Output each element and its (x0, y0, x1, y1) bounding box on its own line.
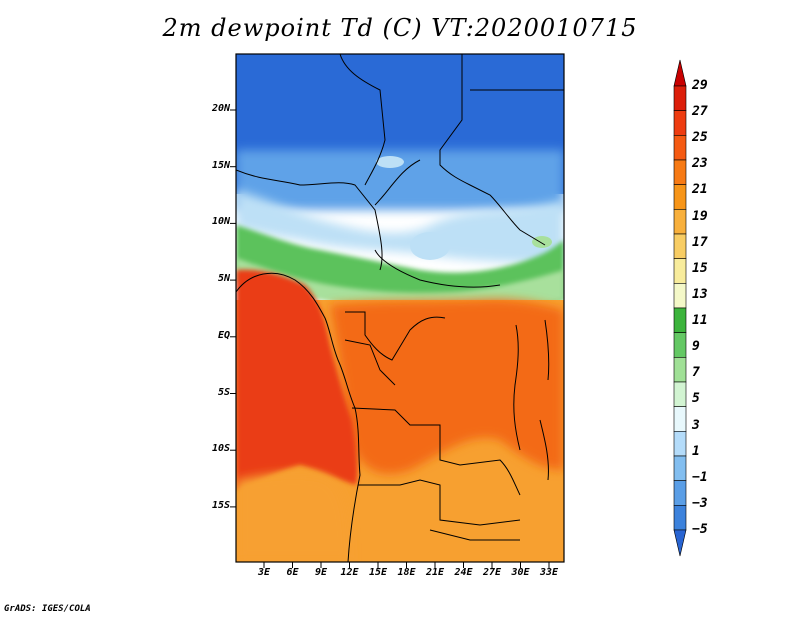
colorbar-segment (673, 258, 687, 284)
latitude-label: 15N (211, 159, 230, 171)
colorbar-label: 9 (692, 339, 700, 355)
border-line (351, 407, 521, 496)
southern-ocean-orange (236, 472, 350, 562)
border-line (374, 89, 564, 288)
longitude-label: 21E (425, 567, 445, 578)
colorbar-label: 29 (692, 78, 708, 93)
colorbar-label: 25 (692, 130, 708, 146)
colorbar-label: 11 (692, 313, 708, 329)
congo-basin (330, 299, 564, 474)
border-line (344, 311, 446, 386)
colorbar-segment (673, 233, 687, 259)
dewpoint-field (236, 54, 564, 562)
coastline (236, 272, 361, 562)
humid-light-band (236, 258, 564, 311)
colorbar-label: 7 (692, 365, 700, 381)
colorbar-label: 1 (692, 443, 700, 459)
longitude-label: 9E (314, 567, 328, 578)
warm-ocean-region (236, 269, 358, 490)
borders (236, 54, 564, 562)
colorbar-segment (673, 184, 687, 210)
colorbar-min-triangle (673, 529, 687, 557)
grads-credit: GrADS: IGES/COLA (4, 604, 91, 614)
colorbar-label: −5 (692, 522, 708, 537)
dry-speck (410, 232, 450, 260)
border-line (236, 54, 386, 271)
colorbar-segment (673, 332, 687, 358)
colorbar-label: −3 (692, 495, 708, 511)
border-line (439, 54, 546, 246)
latitude-label: 20N (211, 103, 230, 114)
latitude-label: 5S (217, 386, 230, 398)
sahel-light-band (236, 190, 564, 265)
colorbar-segment (673, 283, 687, 309)
colorbar-segment (673, 406, 687, 432)
longitude-label: 30E (511, 567, 530, 578)
latitude-label: EQ (217, 329, 230, 341)
colorbar-segment (673, 307, 687, 333)
colorbar-segment (673, 135, 687, 161)
colorbar-label: 21 (692, 182, 708, 198)
colorbar-segment (673, 505, 687, 531)
colorbar-segment (673, 431, 687, 457)
green-speck (532, 236, 552, 248)
longitude-label: 6E (286, 567, 299, 578)
colorbar-label: 3 (692, 417, 700, 433)
latitude-label: 10N (211, 216, 230, 228)
colorbar-label: 23 (692, 156, 708, 172)
longitude-label: 24E (454, 567, 473, 578)
colorbar-segment (673, 209, 687, 235)
colorbar-max-triangle (673, 59, 687, 87)
dry-speck (376, 156, 404, 168)
colorbar-segment (673, 480, 687, 506)
longitude-label: 33E (539, 567, 559, 578)
colorbar-label: 13 (692, 286, 708, 302)
colorbar-label: −1 (692, 469, 708, 485)
map-title: 2m dewpoint Td (C) VT:2020010715 (162, 14, 638, 42)
longitude-label: 27E (482, 567, 502, 578)
map-frame (235, 53, 565, 563)
colorbar-segment (673, 110, 687, 136)
colorbar-label: 5 (692, 391, 700, 407)
colorbar-segment (673, 159, 687, 185)
colorbar-segment (673, 455, 687, 481)
border-line (358, 479, 521, 541)
colorbar-segment (673, 85, 687, 111)
lake-outline (513, 319, 550, 481)
longitude-label: 3E (257, 567, 271, 578)
colorbar (673, 59, 687, 557)
colorbar-segment (673, 381, 687, 407)
longitude-label: 18E (397, 567, 416, 578)
longitude-label: 12E (340, 567, 359, 578)
longitude-label: 15E (368, 567, 388, 578)
colorbar-label: 17 (692, 234, 708, 250)
colorbar-label: 15 (692, 260, 708, 276)
colorbar-segment (673, 357, 687, 383)
latitude-label: 10S (211, 443, 230, 455)
colorbar-label: 27 (692, 104, 708, 120)
colorbar-label: 19 (692, 208, 708, 224)
axis-ticks (230, 109, 550, 568)
latitude-label: 5N (217, 273, 230, 285)
latitude-label: 15S (211, 499, 230, 511)
